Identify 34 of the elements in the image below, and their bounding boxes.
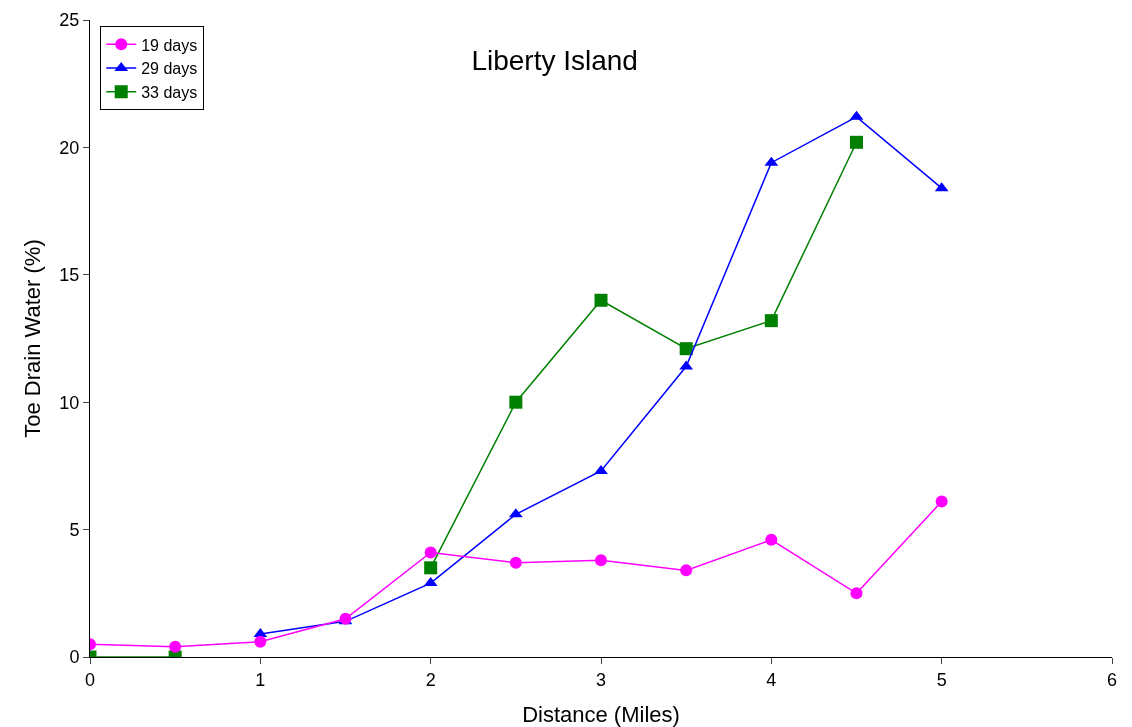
point [679,342,693,356]
y-tick-label: 15 [59,265,80,286]
point [509,395,523,409]
x-axis-title: Distance (Miles) [522,702,680,727]
point [764,314,778,328]
x-tick-label: 0 [84,669,96,690]
y-tick-label: 20 [59,137,80,158]
point [509,556,522,569]
y-tick-label: 5 [69,519,80,540]
point [765,533,778,546]
y-axis-title: Toe Drain Water (%) [20,239,46,438]
point [424,546,437,559]
y-tick-label: 0 [69,647,80,668]
y-tick-label: 10 [59,392,80,413]
point [424,561,438,575]
x-tick-label: 4 [766,669,777,690]
text: Liberty Island [471,45,638,77]
point [254,635,267,648]
x-tick-label: 1 [255,669,266,690]
x-tick-label: 3 [595,669,607,690]
point [169,640,182,653]
point [680,564,693,577]
point [594,293,608,307]
x-tick-label: 5 [936,669,947,690]
y-tick-label: 25 [59,10,80,31]
x-tick-label: 6 [1106,669,1118,690]
point [595,554,607,567]
legend-label: 29 days [141,60,198,78]
point [850,587,863,600]
legend-label: 33 days [141,84,198,102]
x-tick-label: 2 [425,669,436,690]
point [935,495,948,508]
legend-label: 19 days [141,36,198,54]
point [850,135,863,149]
